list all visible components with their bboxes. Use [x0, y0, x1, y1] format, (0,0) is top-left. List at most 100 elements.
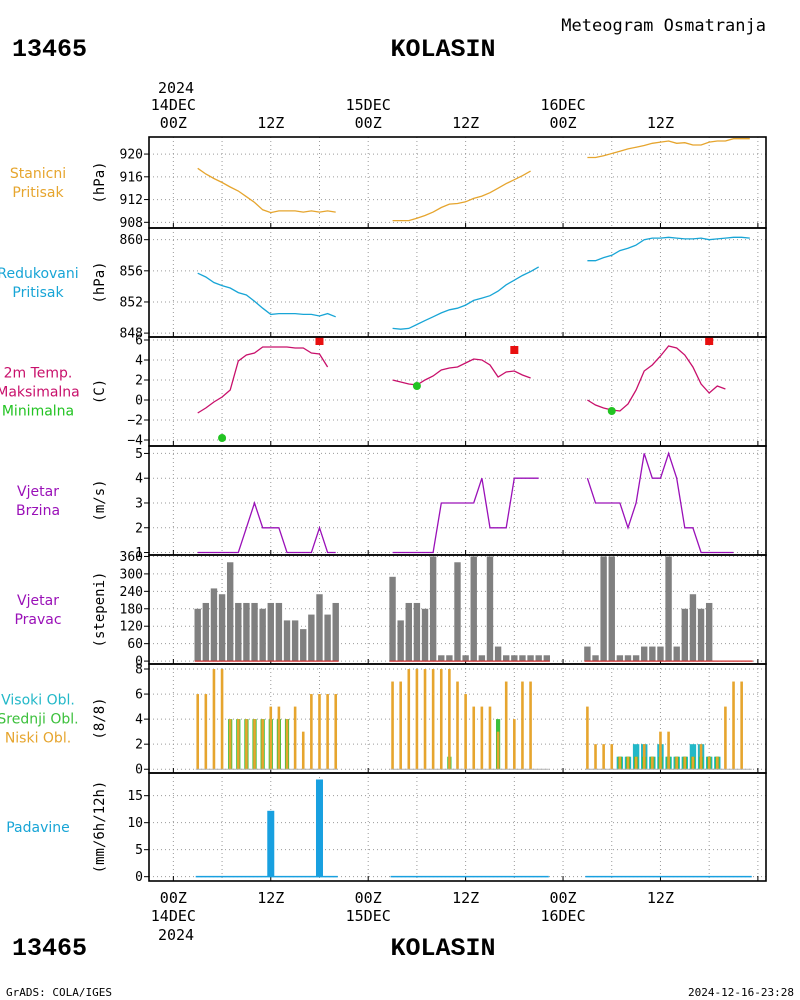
bottom-axis-time-label: 00Z [160, 889, 187, 907]
panel-wind-speed: 1 2 3 4 5 (m/s) Vjetar Brzina [16, 445, 767, 561]
wind-direction-bar [697, 608, 705, 662]
top-axis-day-label: 14DEC [151, 96, 196, 114]
cloud-bar-low [277, 706, 281, 770]
panel-frame [148, 336, 767, 447]
wind-direction-bar [527, 655, 534, 662]
tmin-marker [607, 407, 616, 415]
cloud-bar-low [326, 694, 329, 770]
station-name-top: KOLASIN [390, 35, 495, 64]
y-tick-label: −2 [127, 414, 143, 429]
panel-frame [148, 136, 767, 229]
bottom-axis-time-label: 12Z [452, 889, 479, 907]
y-axis-label: (hPa) [92, 261, 108, 303]
top-axis-time-label: 00Z [355, 114, 382, 132]
y-tick-label: 860 [120, 233, 143, 248]
series-line-station-pressure [197, 167, 336, 214]
cloud-bar-low [691, 756, 695, 770]
cloud-bar-low [253, 719, 256, 770]
y-axis-label: (8/8) [92, 697, 108, 739]
bottom-axis-time-label: 12Z [257, 889, 284, 907]
y-tick-label: 5 [135, 447, 143, 462]
y-tick-label: 120 [120, 620, 143, 635]
wind-direction-bar [405, 602, 412, 662]
wind-direction-bar [705, 602, 713, 662]
y-tick-label: 0 [135, 394, 143, 409]
panel-wind-direction: 0 60 120 180 240 300 360 (stepeni) Vjetar Pravac [14, 550, 767, 670]
header-title: Meteogram Osmatranja [561, 16, 766, 36]
panel-frame [148, 227, 767, 338]
y-tick-label: 360 [120, 550, 143, 565]
series-line-reduced-pressure [392, 266, 540, 330]
series-line-reduced-pressure [587, 236, 750, 262]
cloud-bar-low [602, 744, 605, 770]
series-line-temperature [587, 345, 726, 412]
cloud-bar-low [618, 756, 622, 770]
wind-direction-bar [291, 620, 299, 662]
bottom-axis-day-label: 15DEC [346, 907, 391, 925]
panel-side-label: Pritisak [12, 285, 64, 301]
cloud-bar-low [399, 681, 402, 770]
bottom-axis-year: 2024 [158, 926, 194, 944]
y-tick-label: 0 [135, 763, 143, 778]
top-axis-time-label: 12Z [257, 114, 284, 132]
y-tick-label: 916 [120, 170, 143, 185]
y-tick-label: 908 [120, 216, 143, 231]
series-line-station-pressure [587, 138, 750, 159]
y-tick-label: 300 [120, 567, 143, 582]
wind-direction-bar [332, 602, 339, 662]
panel-side-label: Niski Obl. [5, 731, 71, 747]
y-tick-label: 920 [120, 148, 143, 163]
precip-bar [267, 810, 275, 877]
y-tick-label: 848 [120, 327, 143, 342]
cloud-bar-low [301, 731, 305, 770]
cloud-bar-low [415, 669, 419, 770]
cloud-bar-low [642, 744, 646, 770]
y-tick-label: 15 [127, 789, 143, 804]
series-line-temperature [197, 346, 329, 414]
wind-direction-bar [543, 655, 551, 662]
wind-direction-bar [300, 629, 307, 662]
y-tick-label: 4 [135, 354, 143, 369]
wind-direction-bar [275, 602, 283, 662]
wind-direction-bar [689, 594, 697, 662]
cloud-bar-low [496, 731, 500, 770]
top-axis-day-label: 15DEC [346, 96, 391, 114]
cloud-bar-low [504, 681, 508, 770]
wind-direction-bar [503, 655, 510, 662]
cloud-bar-low [220, 669, 224, 770]
top-axis-time-label: 12Z [452, 114, 479, 132]
wind-direction-bar [210, 588, 218, 662]
tmax-marker [315, 337, 324, 345]
y-axis-label: (m/s) [92, 479, 108, 521]
cloud-bar-low [310, 694, 313, 770]
cloud-bar-low [740, 681, 743, 770]
cloud-bar-low [285, 719, 289, 770]
y-tick-label: 852 [120, 295, 143, 310]
cloud-bar-low [391, 681, 394, 770]
y-tick-label: 8 [135, 663, 143, 678]
station-id-top: 13465 [12, 35, 87, 64]
cloud-bar-low [707, 756, 711, 770]
cloud-bar-low [480, 706, 484, 770]
panel-cloud-cover: 0 2 4 6 8 (8/8) Visoki Obl. Srednji Obl. Niski O… [0, 663, 767, 778]
cloud-bar-low [448, 669, 451, 770]
y-tick-label: 912 [120, 193, 143, 208]
cloud-bar-low [724, 706, 727, 770]
cloud-bar-low [423, 669, 427, 770]
cloud-bar-low [683, 756, 687, 770]
tmin-marker [412, 382, 421, 390]
y-tick-label: 4 [135, 472, 143, 487]
wind-direction-bar [421, 608, 429, 662]
panel-side-label: Maksimalna [0, 385, 80, 401]
wind-direction-bar [389, 576, 396, 662]
wind-direction-bar [592, 655, 599, 662]
bottom-axis-time-label: 00Z [549, 889, 576, 907]
top-axis-day-label: 16DEC [540, 96, 585, 114]
wind-direction-bar [511, 655, 518, 662]
panel-temperature: −4 −2 0 2 4 6 (C) 2m Temp. Maksimalna Minimalna [0, 334, 767, 449]
wind-direction-bar [194, 608, 201, 662]
cloud-bar-low [634, 756, 638, 770]
cloud-bar-low [245, 719, 248, 770]
